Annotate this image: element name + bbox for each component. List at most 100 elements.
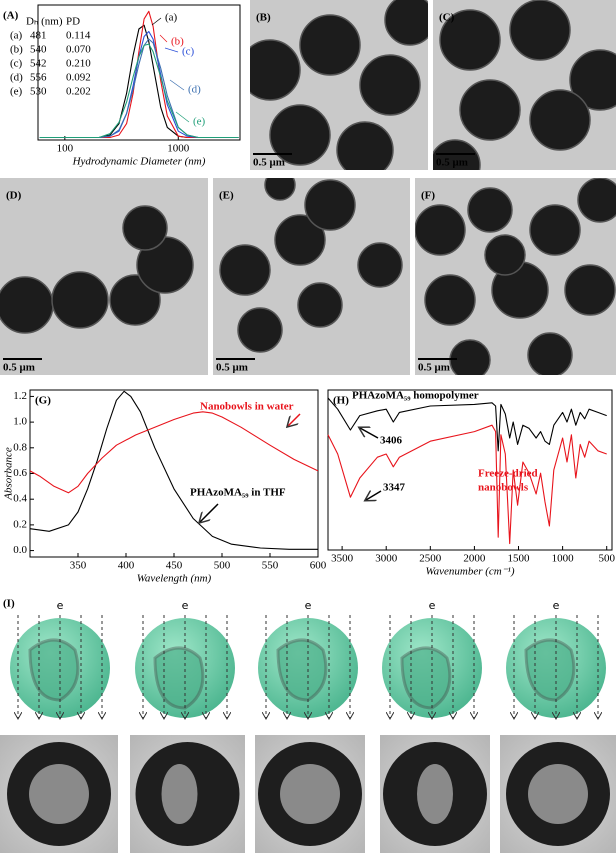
annotation: PHAzoMA₅₉ homopolymer [352, 390, 479, 402]
curve-label: (e) [193, 116, 206, 128]
leader-line [159, 34, 168, 43]
table-row-letter: (b) [10, 44, 23, 56]
panel-label: (G) [35, 395, 51, 407]
particle [439, 9, 501, 71]
y-axis-label: Absorbance [3, 447, 15, 501]
y-tick-label: 0.2 [13, 518, 27, 530]
tem-cavity [29, 764, 89, 824]
x-tick-label: 1500 [508, 553, 531, 565]
x-tick-label: 450 [166, 560, 183, 572]
panel-label: (D) [6, 190, 22, 202]
micrograph: (C) 0.5 μm [433, 0, 616, 170]
beam-label: e [429, 599, 436, 612]
scale-bar-label: 0.5 μm [3, 362, 35, 374]
y-tick-label: 0.6 [13, 467, 27, 479]
particle [297, 282, 343, 328]
table-cell: 530 [30, 86, 47, 98]
particle [304, 179, 356, 231]
panel-label: (F) [421, 190, 435, 202]
particle [51, 271, 109, 329]
beam-label: e [305, 599, 312, 612]
table-row-letter: (c) [10, 58, 23, 70]
table-cell: 556 [30, 72, 47, 84]
cavity [400, 646, 452, 710]
arrow [200, 503, 219, 522]
x-tick-label: 500 [214, 560, 231, 572]
tem-cavity [280, 764, 340, 824]
particle [577, 178, 616, 223]
particle [433, 139, 481, 170]
particle [529, 89, 591, 151]
tem-cavity [528, 764, 588, 824]
arrow [288, 413, 301, 426]
particle [527, 332, 573, 375]
y-tick-label: 0.4 [13, 493, 27, 505]
particle [269, 104, 331, 166]
table-cell: 481 [30, 30, 47, 42]
panel-label: (E) [219, 190, 234, 202]
data-line [39, 10, 239, 139]
scale-bar-label: 0.5 μm [436, 157, 468, 169]
leader-line [151, 17, 162, 26]
y-tick-label: 0.0 [13, 544, 27, 556]
annotation: Nanobowls in water [200, 401, 294, 413]
table-cell: 0.114 [66, 30, 91, 42]
table-cell: 540 [30, 44, 47, 56]
particle [250, 39, 301, 101]
beam-label: e [57, 599, 64, 612]
micrograph: (B) 0.5 μm [250, 0, 428, 170]
x-axis-label: Hydrodynamic Diameter (nm) [72, 156, 206, 168]
micrograph: (E) 0.5 μm [213, 178, 410, 375]
x-tick-label: 1000 [167, 143, 190, 155]
particle [384, 0, 428, 46]
x-axis-label: Wavelength (nm) [137, 573, 212, 585]
arrow [360, 428, 379, 439]
y-tick-label: 0.8 [13, 441, 27, 453]
plot-frame [327, 389, 613, 551]
annotation: 3347 [383, 482, 406, 494]
plot-frame [29, 389, 319, 558]
particle [274, 214, 326, 266]
x-tick-label: 350 [70, 560, 87, 572]
curve-label: (a) [165, 12, 178, 24]
beam-label: e [553, 599, 560, 612]
x-tick-label: 400 [118, 560, 135, 572]
x-axis-label: Wavenumber (cm⁻¹) [425, 566, 514, 578]
x-tick-label: 2500 [419, 553, 442, 565]
particle [0, 276, 54, 334]
table-cell: 0.202 [66, 86, 91, 98]
plot-frame [37, 4, 241, 141]
table-cell: 542 [30, 58, 47, 70]
x-tick-label: 3000 [375, 553, 398, 565]
y-tick-label: 1.0 [13, 416, 27, 428]
particle [299, 14, 361, 76]
particle [237, 307, 283, 353]
annotation: 3406 [380, 435, 403, 447]
cavity [276, 638, 328, 702]
beam-label: e [182, 599, 189, 612]
particle [122, 205, 168, 251]
table-cell: 0.070 [66, 44, 91, 56]
leader-line [169, 79, 185, 91]
table-cell: 0.092 [66, 72, 91, 84]
scale-bar-label: 0.5 μm [418, 362, 450, 374]
table-row-letter: (e) [10, 86, 23, 98]
annotation: nanobowls [478, 482, 529, 494]
table-header: Dₕ (nm) [26, 16, 63, 28]
scale-bar-label: 0.5 μm [216, 362, 248, 374]
particle [484, 234, 526, 276]
data-line [29, 390, 318, 550]
x-tick-label: 1000 [552, 553, 575, 565]
particle [569, 49, 616, 111]
particle [415, 204, 466, 256]
panel-label: (H) [333, 395, 349, 407]
panel-label: (I) [3, 598, 15, 610]
x-tick-label: 600 [310, 560, 327, 572]
particle [529, 204, 581, 256]
x-tick-label: 100 [57, 143, 74, 155]
micrograph: (F) 0.5 μm [415, 178, 616, 375]
particle [509, 0, 571, 61]
leader-line [164, 47, 179, 53]
